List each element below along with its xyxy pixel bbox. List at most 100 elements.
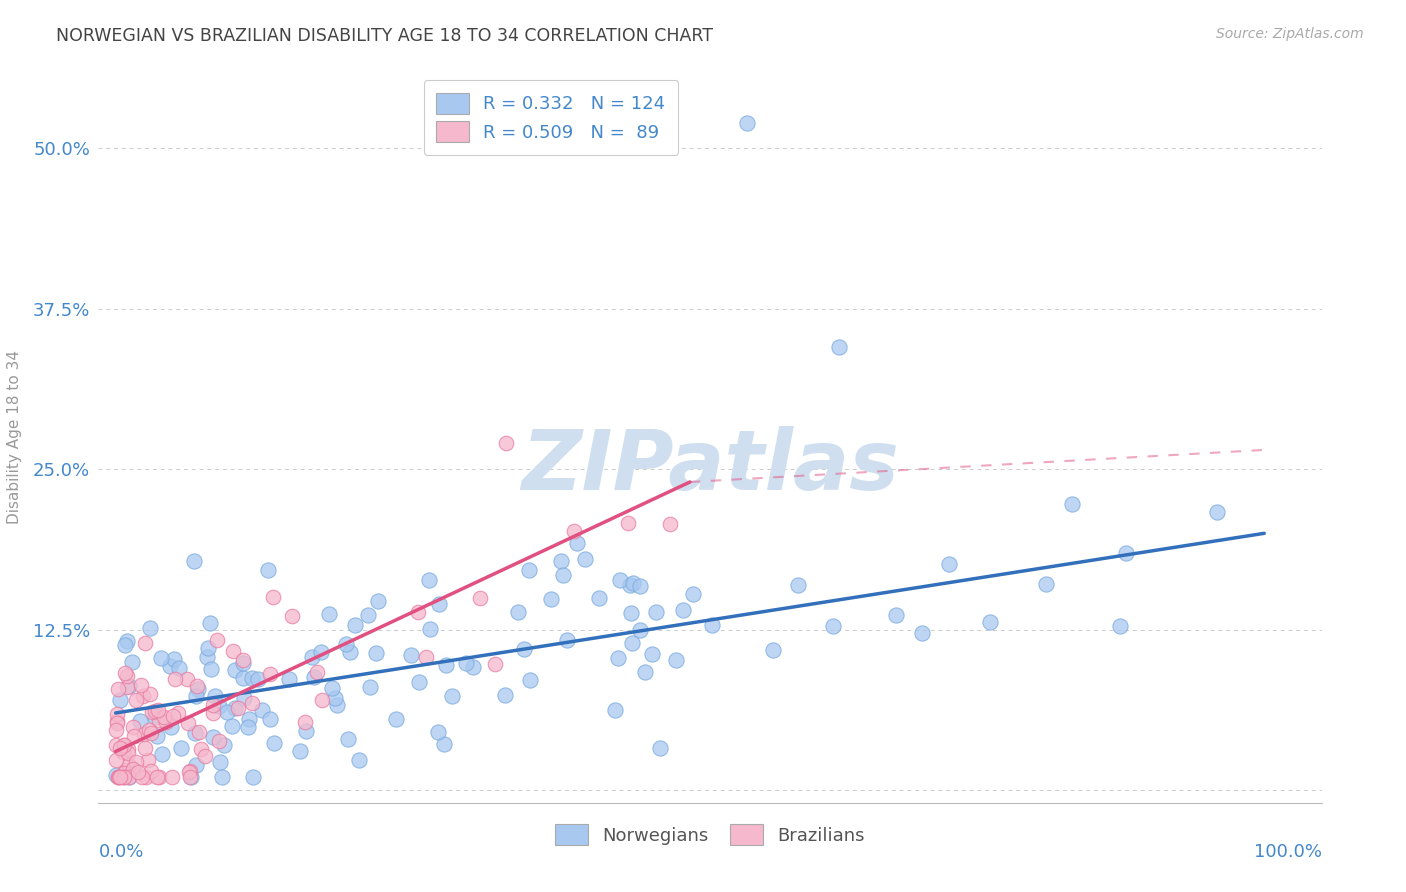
Point <box>337 731 360 746</box>
Point <box>152 710 174 724</box>
Point <box>263 736 285 750</box>
Point <box>146 703 169 717</box>
Point <box>607 651 630 665</box>
Point <box>672 603 695 617</box>
Point <box>519 673 541 687</box>
Point <box>665 652 688 666</box>
Point <box>143 704 166 718</box>
Point <box>141 764 163 778</box>
Point <box>107 770 129 784</box>
Point <box>246 673 269 687</box>
Point <box>441 689 464 703</box>
Point <box>124 729 146 743</box>
Point <box>217 705 239 719</box>
Point <box>540 592 562 607</box>
Point <box>125 692 148 706</box>
Point <box>117 634 139 648</box>
Point <box>617 516 640 530</box>
Point <box>183 554 205 568</box>
Point <box>184 757 207 772</box>
Point <box>129 678 152 692</box>
Point <box>121 655 143 669</box>
Point <box>702 618 724 632</box>
Point <box>619 578 641 592</box>
Point <box>138 723 160 738</box>
Point <box>110 770 132 784</box>
Point <box>146 729 169 743</box>
Point <box>141 705 163 719</box>
Point <box>641 647 664 661</box>
Point <box>122 762 145 776</box>
Point <box>214 738 236 752</box>
Point <box>294 715 316 730</box>
Point <box>232 657 254 671</box>
Point <box>180 770 202 784</box>
Point <box>605 703 627 717</box>
Point <box>318 607 340 621</box>
Point <box>186 689 208 703</box>
Point <box>105 714 128 728</box>
Point <box>339 645 361 659</box>
Point <box>366 646 388 660</box>
Point <box>278 672 301 686</box>
Point <box>911 625 934 640</box>
Point <box>238 719 260 733</box>
Point <box>828 340 851 354</box>
Point <box>305 665 328 680</box>
Point <box>200 662 222 676</box>
Point <box>762 643 785 657</box>
Point <box>737 116 759 130</box>
Point <box>111 770 134 784</box>
Point <box>148 714 170 728</box>
Point <box>105 715 128 730</box>
Point <box>231 653 253 667</box>
Point <box>211 770 233 784</box>
Point <box>202 698 225 712</box>
Point <box>787 578 810 592</box>
Point <box>309 645 332 659</box>
Point <box>257 564 280 578</box>
Point <box>494 688 516 702</box>
Point <box>104 738 127 752</box>
Point <box>108 693 131 707</box>
Point <box>326 698 349 712</box>
Point <box>201 706 224 720</box>
Point <box>385 713 408 727</box>
Point <box>112 738 135 752</box>
Point <box>115 669 138 683</box>
Point <box>204 689 226 703</box>
Point <box>290 743 312 757</box>
Point <box>176 716 198 731</box>
Point <box>224 700 246 714</box>
Point <box>232 690 254 705</box>
Point <box>222 644 245 658</box>
Point <box>281 608 304 623</box>
Point <box>553 567 575 582</box>
Point <box>112 765 135 780</box>
Point <box>129 714 152 728</box>
Point <box>426 725 449 739</box>
Point <box>884 607 907 622</box>
Text: Source: ZipAtlas.com: Source: ZipAtlas.com <box>1216 27 1364 41</box>
Point <box>238 712 260 726</box>
Point <box>197 641 219 656</box>
Point <box>367 593 389 607</box>
Point <box>427 597 450 611</box>
Point <box>167 706 190 721</box>
Point <box>650 741 672 756</box>
Point <box>143 710 166 724</box>
Point <box>240 696 263 710</box>
Point <box>240 672 263 686</box>
Point <box>555 632 578 647</box>
Point <box>484 657 506 671</box>
Point <box>135 770 157 784</box>
Point <box>134 635 156 649</box>
Point <box>104 753 127 767</box>
Point <box>408 675 430 690</box>
Point <box>302 670 325 684</box>
Point <box>408 605 430 619</box>
Point <box>169 740 191 755</box>
Point <box>107 681 129 696</box>
Point <box>1035 577 1057 591</box>
Point <box>979 615 1001 630</box>
